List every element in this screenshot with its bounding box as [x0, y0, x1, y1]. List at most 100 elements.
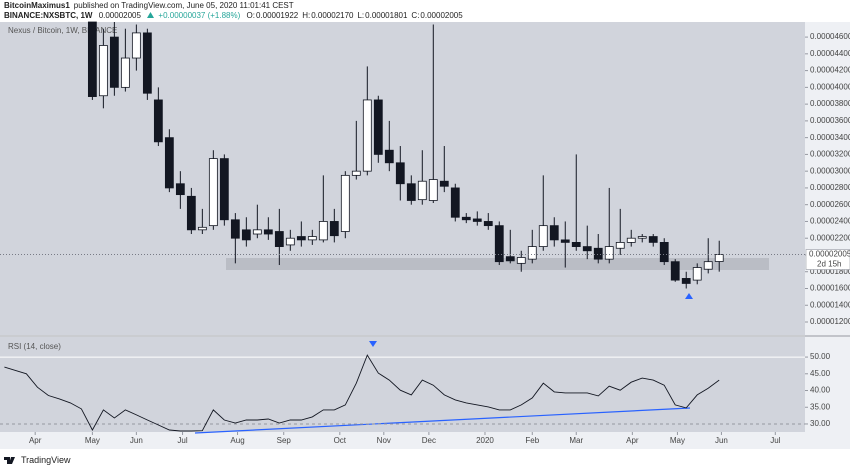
candle-body: [527, 246, 537, 260]
y-tick-label: 0.00003000: [810, 166, 850, 175]
candle-body: [670, 261, 680, 281]
symbol: BINANCE:NXSBTC, 1W: [4, 11, 93, 20]
chart: Nexus / Bitcoin, 1W, BINANCE RSI (14, cl…: [0, 21, 850, 449]
candle-body: [483, 221, 493, 227]
candle-body: [197, 226, 207, 231]
candle-body: [593, 247, 603, 260]
candle-body: [450, 187, 460, 218]
y-tick-label: 0.00004600: [810, 32, 850, 41]
countdown: 2d 15h: [817, 260, 841, 269]
quote-value: 0.00002170: [311, 11, 354, 20]
y-tick-label: 0.00002600: [810, 200, 850, 209]
y-tick-label: 30.00: [810, 419, 831, 428]
quote-label: L:: [357, 11, 365, 20]
x-tick-label: Feb: [525, 436, 539, 445]
rsi-line: [4, 354, 720, 432]
quote-line: BINANCE:NXSBTC, 1W 0.00002005 +0.0000003…: [4, 11, 471, 20]
footer: TradingView: [4, 455, 71, 465]
ohlc: O:0.00001922 H:0.00002170 L:0.00001801 C:0.…: [247, 11, 467, 20]
last-price-label: 0.00002005: [809, 250, 850, 259]
time-axis: [0, 432, 850, 449]
y-tick-label: 0.00003600: [810, 116, 850, 125]
price-axis: [805, 22, 850, 432]
candle-body: [318, 221, 328, 241]
candle-body: [681, 278, 691, 284]
candle-body: [714, 254, 724, 262]
candle-body: [362, 99, 372, 172]
published: published on TradingView.com, June 05, 2…: [73, 1, 294, 10]
last-price-box: [805, 249, 850, 270]
brand[interactable]: TradingView: [21, 455, 71, 465]
rsi-title: RSI (14, close): [8, 342, 61, 351]
candle-body: [186, 195, 196, 231]
candle-body: [241, 229, 251, 241]
quote-label: C:: [411, 11, 420, 20]
candle-body: [703, 261, 713, 270]
y-tick-label: 45.00: [810, 369, 831, 378]
x-tick-label: Nov: [377, 436, 391, 445]
candle-body: [549, 225, 559, 241]
publish-line: BitcoinMaximus1 published on TradingView.…: [4, 1, 298, 10]
quote-value: 0.00001922: [255, 11, 299, 20]
x-tick-label: Sep: [277, 436, 292, 445]
candle-body: [494, 225, 504, 263]
y-tick-label: 0.00004200: [810, 66, 850, 75]
x-tick-label: May: [85, 436, 100, 445]
candle-body: [351, 170, 361, 176]
y-tick-label: 35.00: [810, 402, 831, 411]
candle-body: [131, 32, 141, 59]
candle-body: [582, 246, 592, 252]
candle-body: [626, 237, 636, 243]
x-tick-label: Jul: [770, 436, 780, 445]
last-price: 0.00002005: [98, 11, 141, 20]
y-tick-label: 40.00: [810, 386, 831, 395]
candle-body: [615, 241, 625, 249]
candle-body: [461, 216, 471, 221]
y-tick-label: 50.00: [810, 352, 831, 361]
candle-body: [142, 32, 152, 94]
candle-body: [219, 158, 229, 221]
rsi-pane: [0, 337, 805, 432]
candle-body: [505, 256, 515, 262]
candle-body: [274, 231, 284, 247]
x-tick-label: Jul: [177, 436, 187, 445]
y-tick-label: 0.00001200: [810, 317, 850, 326]
candle-body: [164, 137, 174, 189]
candle-body: [230, 219, 240, 239]
quote-label: O:: [246, 11, 255, 20]
candle-body: [87, 21, 97, 97]
up-arrow: [147, 12, 155, 18]
change: +0.00000037 (+1.88%): [158, 11, 241, 20]
candle-body: [109, 36, 119, 88]
x-tick-label: Mar: [569, 436, 583, 445]
candle-body: [384, 149, 394, 164]
rsi-marker: [369, 341, 377, 347]
candle-body: [439, 180, 449, 187]
candle-body: [571, 241, 581, 247]
candle-body: [98, 45, 108, 97]
candle-body: [560, 239, 570, 243]
y-tick-label: 0.00004000: [810, 82, 850, 91]
x-tick-label: Aug: [230, 436, 244, 445]
candle-body: [175, 183, 185, 196]
candle-body: [263, 229, 273, 235]
y-tick-label: 0.00001400: [810, 300, 850, 309]
y-tick-label: 0.00001800: [810, 267, 850, 276]
candle-body: [340, 174, 350, 232]
candle-body: [659, 241, 669, 263]
y-tick-label: 0.00002400: [810, 217, 850, 226]
candle-body: [604, 246, 614, 260]
candle-body: [648, 236, 658, 243]
author[interactable]: BitcoinMaximus1: [4, 1, 70, 10]
quote-value: 0.00001801: [365, 11, 408, 20]
x-tick-label: Jun: [715, 436, 728, 445]
candle-body: [329, 221, 339, 237]
x-tick-label: Apr: [626, 436, 639, 445]
candle-body: [208, 158, 218, 227]
rsi-trendline: [194, 407, 691, 434]
candle-body: [373, 99, 383, 155]
y-tick-label: 0.00001600: [810, 284, 850, 293]
y-tick-label: 0.00002800: [810, 183, 850, 192]
x-tick-label: Dec: [422, 436, 436, 445]
